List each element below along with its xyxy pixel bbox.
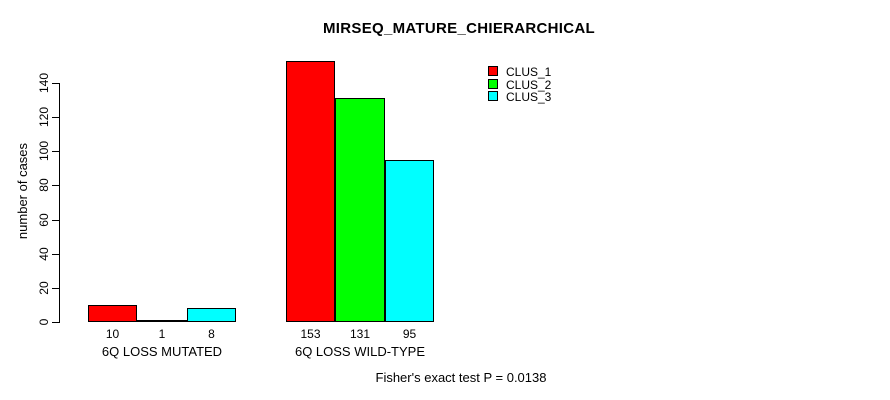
value-label-clus-2-6q-loss-wild-type: 131: [349, 327, 371, 341]
y-tick-mark-140: [52, 83, 59, 84]
y-axis-line: [59, 83, 60, 323]
y-tick-label-0: 0: [37, 318, 51, 326]
legend-swatch-clus-2: [488, 79, 498, 89]
y-tick-mark-80: [52, 185, 59, 186]
y-tick-label-140: 140: [37, 72, 51, 94]
y-tick-mark-40: [52, 254, 59, 255]
y-tick-mark-100: [52, 151, 59, 152]
legend-swatch-clus-3: [488, 91, 498, 101]
value-label-clus-2-6q-loss-mutated: 1: [158, 327, 166, 341]
category-label-6q-loss-mutated: 6Q LOSS MUTATED: [101, 344, 223, 359]
bar-clus-2-6q-loss-mutated: [137, 320, 187, 322]
bar-clus-3-6q-loss-mutated: [187, 308, 236, 322]
value-label-clus-3-6q-loss-wild-type: 95: [402, 327, 417, 341]
legend-label-clus-1: CLUS_1: [506, 65, 552, 79]
y-tick-label-40: 40: [37, 247, 51, 261]
bar-clus-2-6q-loss-wild-type: [335, 98, 385, 322]
y-tick-label-60: 60: [37, 213, 51, 227]
bar-clus-3-6q-loss-wild-type: [385, 160, 434, 322]
y-tick-label-20: 20: [37, 281, 51, 295]
value-label-clus-1-6q-loss-mutated: 10: [105, 327, 120, 341]
y-tick-mark-60: [52, 220, 59, 221]
value-label-clus-1-6q-loss-wild-type: 153: [300, 327, 321, 341]
annotation-text: Fisher's exact test P = 0.0138: [375, 370, 547, 385]
chart-title: MIRSEQ_MATURE_CHIERARCHICAL: [323, 20, 595, 37]
y-tick-label-100: 100: [37, 140, 51, 162]
legend-label-clus-2: CLUS_2: [506, 78, 552, 92]
bar-clus-1-6q-loss-mutated: [88, 305, 137, 322]
y-tick-mark-0: [52, 322, 59, 323]
legend-swatch-clus-1: [488, 66, 498, 76]
y-tick-label-120: 120: [37, 106, 51, 128]
bar-clus-1-6q-loss-wild-type: [286, 61, 335, 322]
y-tick-label-80: 80: [37, 178, 51, 192]
y-tick-mark-120: [52, 117, 59, 118]
value-label-clus-3-6q-loss-mutated: 8: [208, 327, 215, 341]
category-label-6q-loss-wild-type: 6Q LOSS WILD-TYPE: [294, 344, 426, 359]
legend-label-clus-3: CLUS_3: [506, 90, 552, 104]
y-axis-label: number of cases: [15, 142, 30, 240]
y-tick-mark-20: [52, 288, 59, 289]
